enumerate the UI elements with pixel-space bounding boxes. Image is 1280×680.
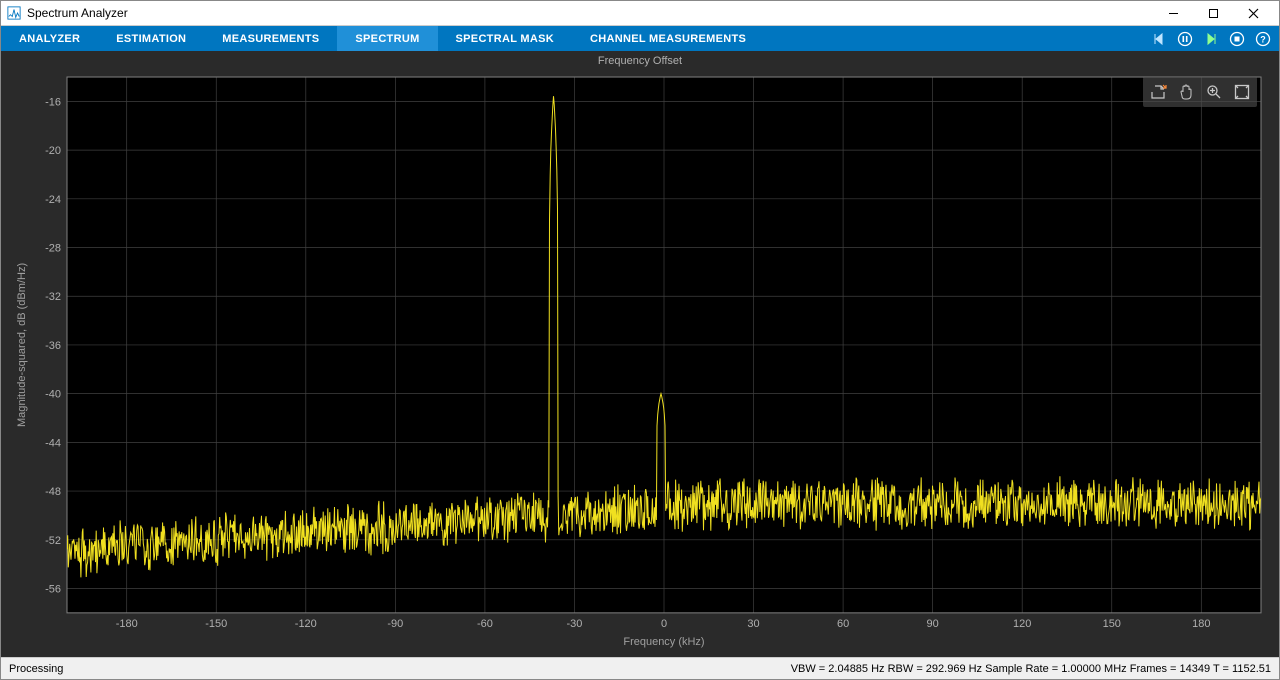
- window-controls: [1153, 1, 1273, 25]
- pan-icon[interactable]: [1173, 79, 1199, 105]
- status-left: Processing: [9, 663, 791, 675]
- svg-text:-56: -56: [45, 584, 61, 596]
- plot-container: -180 -150 -120 -90 -60 -30 0 30 60 90 120 150 180 -56…: [11, 71, 1269, 653]
- svg-text:-44: -44: [45, 437, 61, 449]
- svg-text:-180: -180: [116, 618, 138, 630]
- svg-text:-28: -28: [45, 243, 61, 255]
- svg-text:-24: -24: [45, 194, 61, 206]
- tab-channel-measurements[interactable]: CHANNEL MEASUREMENTS: [572, 26, 764, 51]
- app-window: Spectrum Analyzer ANALYZERESTIMATIONMEAS…: [0, 0, 1280, 680]
- close-button[interactable]: [1233, 1, 1273, 25]
- svg-text:-60: -60: [477, 618, 493, 630]
- svg-text:-30: -30: [567, 618, 583, 630]
- status-right: VBW = 2.04885 Hz RBW = 292.969 Hz Sample…: [791, 663, 1271, 675]
- svg-text:150: 150: [1103, 618, 1121, 630]
- svg-text:-40: -40: [45, 389, 61, 401]
- tab-estimation[interactable]: ESTIMATION: [98, 26, 204, 51]
- export-icon[interactable]: [1145, 79, 1171, 105]
- tab-analyzer[interactable]: ANALYZER: [1, 26, 98, 51]
- svg-text:Frequency (kHz): Frequency (kHz): [623, 636, 704, 648]
- svg-text:-120: -120: [295, 618, 317, 630]
- stop-button[interactable]: [1225, 28, 1249, 50]
- svg-text:-36: -36: [45, 340, 61, 352]
- svg-text:-48: -48: [45, 486, 61, 498]
- tab-measurements[interactable]: MEASUREMENTS: [204, 26, 337, 51]
- svg-text:-90: -90: [387, 618, 403, 630]
- statusbar: Processing VBW = 2.04885 Hz RBW = 292.96…: [1, 657, 1279, 679]
- toolstrip: ANALYZERESTIMATIONMEASUREMENTSSPECTRUMSP…: [1, 26, 1279, 51]
- sim-controls: ?: [1147, 26, 1279, 51]
- svg-text:90: 90: [927, 618, 939, 630]
- svg-text:30: 30: [747, 618, 759, 630]
- svg-text:120: 120: [1013, 618, 1031, 630]
- spectrum-plot[interactable]: -180 -150 -120 -90 -60 -30 0 30 60 90 120 150 180 -56…: [11, 71, 1269, 653]
- svg-text:-150: -150: [205, 618, 227, 630]
- tab-spectrum[interactable]: SPECTRUM: [337, 26, 437, 51]
- svg-text:60: 60: [837, 618, 849, 630]
- maximize-button[interactable]: [1193, 1, 1233, 25]
- plot-area: Frequency Offset -180 -150 -120 -90 -60 -30 0 3…: [1, 51, 1279, 657]
- svg-text:-52: -52: [45, 535, 61, 547]
- zoom-icon[interactable]: [1201, 79, 1227, 105]
- plot-toolbar: [1143, 77, 1257, 107]
- svg-text:?: ?: [1260, 34, 1266, 44]
- minimize-button[interactable]: [1153, 1, 1193, 25]
- svg-text:-16: -16: [45, 96, 61, 108]
- step-back-button[interactable]: [1147, 28, 1171, 50]
- svg-text:180: 180: [1192, 618, 1210, 630]
- svg-text:Magnitude-squared, dB (dBm/Hz): Magnitude-squared, dB (dBm/Hz): [16, 263, 28, 427]
- toolbar-spacer: [764, 26, 1147, 51]
- titlebar: Spectrum Analyzer: [1, 1, 1279, 26]
- autoscale-icon[interactable]: [1229, 79, 1255, 105]
- svg-text:0: 0: [661, 618, 667, 630]
- window-title: Spectrum Analyzer: [27, 6, 1153, 20]
- svg-text:-20: -20: [45, 145, 61, 157]
- plot-title: Frequency Offset: [1, 51, 1279, 69]
- toolstrip-tabs: ANALYZERESTIMATIONMEASUREMENTSSPECTRUMSP…: [1, 26, 764, 51]
- step-forward-button[interactable]: [1199, 28, 1223, 50]
- help-button[interactable]: ?: [1251, 28, 1275, 50]
- pause-button[interactable]: [1173, 28, 1197, 50]
- tab-spectral-mask[interactable]: SPECTRAL MASK: [438, 26, 572, 51]
- app-icon: [7, 6, 21, 20]
- svg-text:-32: -32: [45, 291, 61, 303]
